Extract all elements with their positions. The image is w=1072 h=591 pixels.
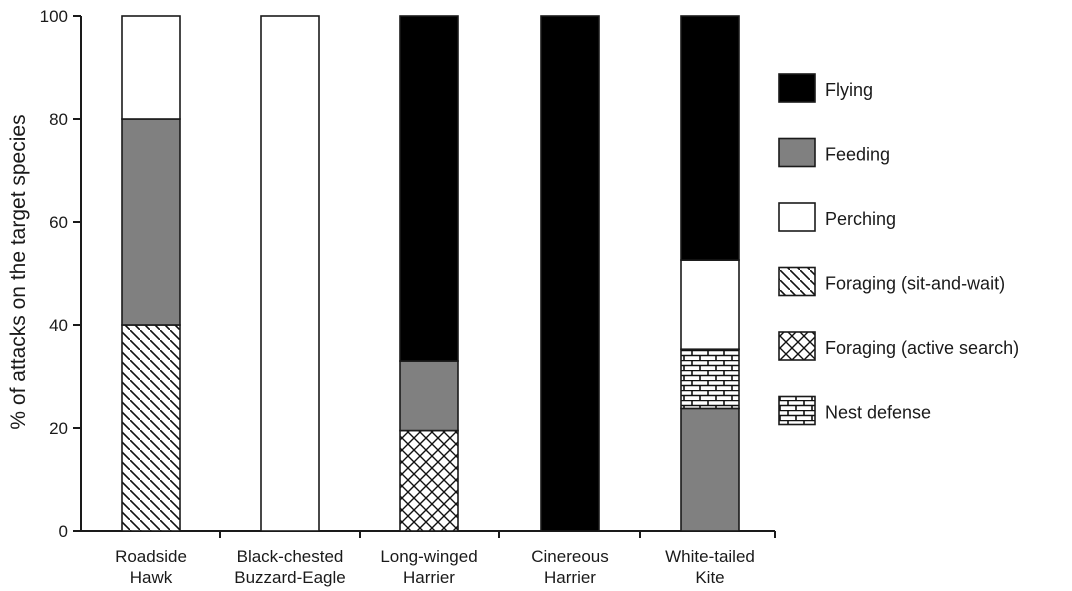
legend-label-foraging-active-search: Foraging (active search)	[825, 338, 1019, 358]
bar-segment-white-tailed-kite-perching	[680, 259, 740, 351]
bar-segment-cinereous-harrier-flying	[540, 15, 600, 532]
legend-label-flying: Flying	[825, 80, 873, 100]
bars	[121, 15, 740, 532]
legend-label-feeding: Feeding	[825, 145, 890, 165]
y-tick-label: 60	[49, 213, 68, 232]
legend-swatch-nest-defense	[778, 395, 816, 426]
x-category-label: White-tailed Kite	[665, 547, 755, 587]
bar-segment-long-winged-harrier-feeding	[399, 360, 459, 432]
y-axis-title: % of attacks on the target species	[7, 114, 30, 429]
legend-swatch-feeding	[778, 137, 816, 168]
x-category-label: Black-chested Buzzard-Eagle	[234, 547, 346, 587]
legend-swatch-foraging-sit-and-wait	[778, 266, 816, 297]
legend-label-nest-defense: Nest defense	[825, 403, 931, 423]
legend-label-foraging-sit-and-wait: Foraging (sit-and-wait)	[825, 274, 1005, 294]
y-tick-label: 80	[49, 110, 68, 129]
y-tick-label: 0	[59, 522, 68, 541]
bar-segment-roadside-hawk-foraging-sit-and-wait	[121, 324, 181, 532]
bar-segment-roadside-hawk-perching	[121, 15, 181, 120]
bar-segment-black-chested-buzzard-eagle-perching	[260, 15, 320, 532]
y-tick-labels: 0 20 40 60 80 100	[40, 7, 68, 541]
x-category-label: Long-winged Harrier	[380, 547, 477, 587]
bar-segment-long-winged-harrier-foraging-active-search	[399, 429, 459, 532]
bar-segment-roadside-hawk-feeding	[121, 118, 181, 326]
y-tick-label: 20	[49, 419, 68, 438]
legend-swatch-foraging-active-search	[778, 331, 816, 361]
x-category-label: Cinereous Harrier	[531, 547, 609, 587]
x-category-labels: Roadside Hawk Black-chested Buzzard-Eagle Lo…	[115, 547, 755, 587]
x-category-label: Roadside Hawk	[115, 547, 187, 587]
legend: Flying Feeding Perching Foraging (sit-and-w…	[778, 73, 1019, 426]
bar-segment-white-tailed-kite-nest-defense	[680, 348, 740, 410]
legend-swatch-flying	[778, 73, 816, 103]
legend-label-perching: Perching	[825, 209, 896, 229]
bar-segment-white-tailed-kite-flying	[680, 15, 740, 261]
y-tick-label: 40	[49, 316, 68, 335]
y-tick-label: 100	[40, 7, 68, 26]
bar-segment-white-tailed-kite-feeding	[680, 407, 740, 532]
legend-swatch-perching	[778, 202, 816, 232]
bar-segment-long-winged-harrier-flying	[399, 15, 459, 362]
